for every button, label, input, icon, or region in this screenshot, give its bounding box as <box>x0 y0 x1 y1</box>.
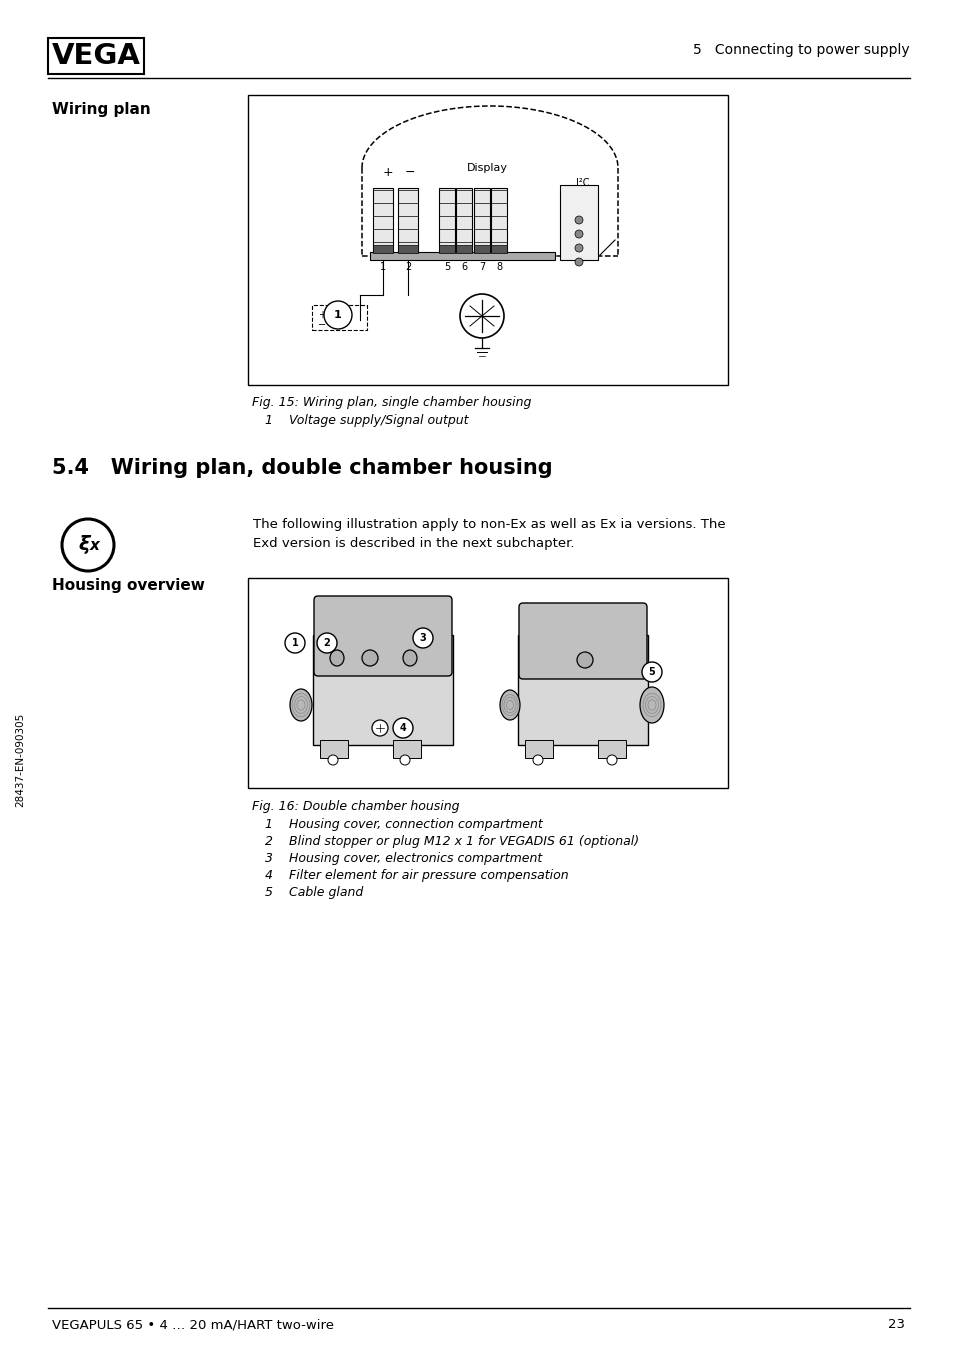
Text: 5: 5 <box>648 668 655 677</box>
Bar <box>438 245 455 253</box>
Circle shape <box>324 301 352 329</box>
Bar <box>319 741 348 758</box>
Bar <box>491 245 506 253</box>
Text: +: + <box>317 310 326 320</box>
Circle shape <box>575 244 582 252</box>
Text: 28437-EN-090305: 28437-EN-090305 <box>15 712 25 807</box>
Text: VEGA: VEGA <box>51 42 140 70</box>
Text: 1    Housing cover, connection compartment: 1 Housing cover, connection compartment <box>265 818 542 831</box>
Circle shape <box>328 756 337 765</box>
Circle shape <box>399 756 410 765</box>
Circle shape <box>393 718 413 738</box>
Text: 2: 2 <box>323 638 330 649</box>
Text: 1: 1 <box>334 310 341 320</box>
Text: Wiring plan: Wiring plan <box>52 102 151 116</box>
Text: 1: 1 <box>379 263 386 272</box>
Text: ξ: ξ <box>78 535 90 555</box>
Text: Housing overview: Housing overview <box>52 578 205 593</box>
Text: 3    Housing cover, electronics compartment: 3 Housing cover, electronics compartment <box>265 852 541 865</box>
Text: 5: 5 <box>443 263 450 272</box>
Text: 7: 7 <box>478 263 485 272</box>
Bar <box>517 635 647 745</box>
Bar <box>474 188 490 253</box>
Text: I²C: I²C <box>576 177 589 188</box>
Bar <box>313 635 453 745</box>
Bar <box>312 305 367 330</box>
Text: x: x <box>90 538 100 552</box>
Text: 4: 4 <box>399 723 406 733</box>
Text: 5    Cable gland: 5 Cable gland <box>265 886 363 899</box>
Text: 1: 1 <box>292 638 298 649</box>
Text: 2: 2 <box>404 263 411 272</box>
Bar <box>373 188 393 253</box>
Circle shape <box>641 662 661 682</box>
Bar <box>456 245 472 253</box>
Bar <box>474 245 490 253</box>
Bar <box>397 188 417 253</box>
Circle shape <box>372 720 388 737</box>
Text: 3: 3 <box>419 634 426 643</box>
Text: 23: 23 <box>887 1319 904 1331</box>
FancyBboxPatch shape <box>314 596 452 676</box>
Ellipse shape <box>639 686 663 723</box>
Ellipse shape <box>290 689 312 720</box>
Circle shape <box>575 217 582 223</box>
Circle shape <box>316 634 336 653</box>
Text: Fig. 15: Wiring plan, single chamber housing: Fig. 15: Wiring plan, single chamber hou… <box>252 395 531 409</box>
Text: Display: Display <box>466 162 507 173</box>
Text: The following illustration apply to non-Ex as well as Ex ia versions. The: The following illustration apply to non-… <box>253 519 725 531</box>
Circle shape <box>575 259 582 265</box>
Ellipse shape <box>499 691 519 720</box>
Bar <box>248 95 727 385</box>
Text: 2    Blind stopper or plug M12 x 1 for VEGADIS 61 (optional): 2 Blind stopper or plug M12 x 1 for VEGA… <box>265 835 639 848</box>
Bar <box>370 252 555 260</box>
Bar <box>48 38 144 74</box>
Bar <box>397 245 417 253</box>
Circle shape <box>606 756 617 765</box>
Circle shape <box>533 756 542 765</box>
FancyBboxPatch shape <box>518 603 646 678</box>
Text: 5.4   Wiring plan, double chamber housing: 5.4 Wiring plan, double chamber housing <box>52 458 552 478</box>
Bar <box>438 188 455 253</box>
Text: 8: 8 <box>496 263 501 272</box>
Text: 1    Voltage supply/Signal output: 1 Voltage supply/Signal output <box>265 414 468 427</box>
Circle shape <box>285 634 305 653</box>
Bar <box>524 741 553 758</box>
Text: +: + <box>382 165 393 179</box>
Bar <box>393 741 420 758</box>
Text: −: − <box>404 165 415 179</box>
Bar <box>456 188 472 253</box>
Text: 5   Connecting to power supply: 5 Connecting to power supply <box>693 43 909 57</box>
Ellipse shape <box>330 650 344 666</box>
Text: 6: 6 <box>460 263 467 272</box>
Bar <box>598 741 625 758</box>
Circle shape <box>413 628 433 649</box>
Ellipse shape <box>577 653 593 668</box>
Ellipse shape <box>361 650 377 666</box>
Bar <box>373 245 393 253</box>
Text: Fig. 16: Double chamber housing: Fig. 16: Double chamber housing <box>252 800 459 812</box>
Ellipse shape <box>402 650 416 666</box>
Text: VEGAPULS 65 • 4 … 20 mA/HART two-wire: VEGAPULS 65 • 4 … 20 mA/HART two-wire <box>52 1319 334 1331</box>
Bar <box>491 188 506 253</box>
Bar <box>248 578 727 788</box>
Text: Exd version is described in the next subchapter.: Exd version is described in the next sub… <box>253 538 574 550</box>
Text: 4    Filter element for air pressure compensation: 4 Filter element for air pressure compen… <box>265 869 568 881</box>
Bar <box>559 185 598 260</box>
Text: −: − <box>317 320 326 330</box>
Circle shape <box>575 230 582 238</box>
